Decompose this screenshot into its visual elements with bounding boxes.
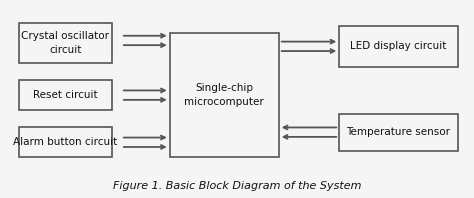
Bar	[170, 33, 279, 157]
Text: LED display circuit: LED display circuit	[350, 41, 447, 51]
Text: Crystal oscillator
circuit: Crystal oscillator circuit	[21, 31, 109, 55]
Bar	[18, 23, 111, 63]
Bar	[18, 127, 111, 157]
Text: Alarm button circuit: Alarm button circuit	[13, 137, 117, 147]
Text: Reset circuit: Reset circuit	[33, 90, 98, 100]
Text: Temperature sensor: Temperature sensor	[346, 127, 450, 137]
Bar	[339, 114, 457, 151]
Text: Figure 1. Basic Block Diagram of the System: Figure 1. Basic Block Diagram of the Sys…	[113, 181, 361, 191]
Text: Single-chip
microcomputer: Single-chip microcomputer	[184, 83, 264, 107]
Bar	[339, 26, 457, 67]
Bar	[18, 80, 111, 110]
